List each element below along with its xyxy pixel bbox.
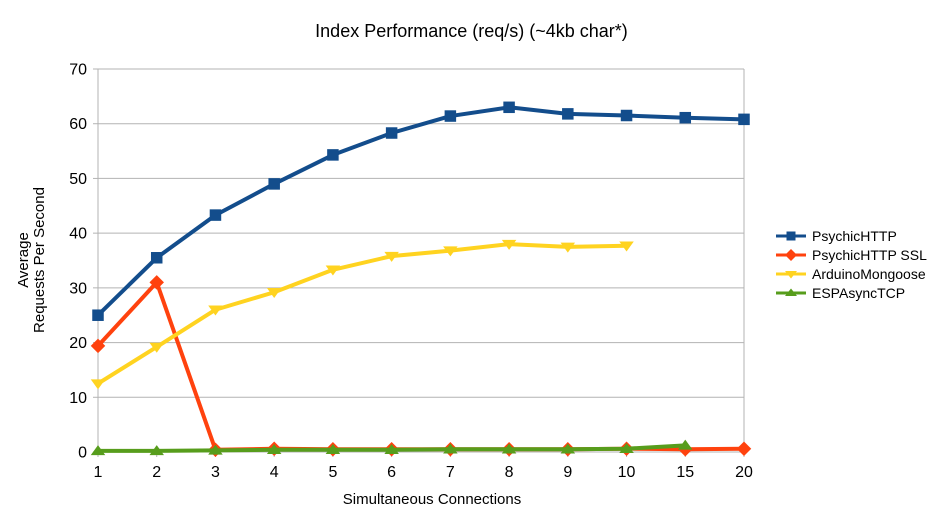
legend-item-espasynctcp: ESPAsyncTCP — [776, 283, 927, 302]
legend-item-psychichttp: PsychicHTTP — [776, 226, 927, 245]
y-axis-title-line2: Requests Per Second — [31, 187, 48, 333]
y-tick-label: 20 — [69, 335, 87, 352]
series-psychichttp-ssl — [90, 275, 752, 458]
data-point-marker — [678, 439, 693, 450]
y-tick-label: 70 — [69, 62, 87, 79]
data-point-marker — [562, 108, 574, 120]
x-tick-label: 2 — [152, 464, 161, 481]
data-point-marker — [619, 442, 634, 453]
data-point-marker — [679, 111, 692, 124]
x-tick-label: 4 — [270, 464, 279, 481]
y-tick-label: 40 — [69, 226, 87, 243]
legend-label: ESPAsyncTCP — [812, 284, 906, 301]
data-point-marker — [384, 251, 399, 262]
data-point-marker — [785, 270, 797, 278]
x-tick-label: 10 — [618, 464, 636, 481]
x-axis-title: Simultaneous Connections — [342, 491, 522, 508]
y-tick-label: 10 — [69, 390, 87, 407]
data-point-marker — [785, 288, 797, 296]
y-tick-label: 50 — [69, 171, 87, 188]
data-point-marker — [736, 441, 752, 456]
data-point-marker — [268, 178, 280, 190]
legend-item-psychichttp-ssl: PsychicHTTP SSL — [776, 245, 927, 264]
data-point-marker — [620, 109, 633, 122]
x-tick-label: 15 — [676, 464, 694, 481]
data-point-marker — [384, 444, 399, 455]
series-line — [96, 280, 745, 452]
legend-swatch — [776, 248, 806, 261]
x-tick-label: 7 — [446, 464, 455, 481]
data-point-marker — [208, 305, 223, 316]
series-psychichttp — [92, 101, 750, 321]
series-line — [96, 242, 627, 386]
y-axis-title-line1: Average — [15, 232, 32, 288]
data-point-marker — [785, 248, 797, 261]
data-point-marker — [385, 127, 398, 139]
data-point-marker — [150, 252, 163, 264]
y-tick-label: 0 — [78, 445, 87, 462]
data-point-marker — [503, 101, 515, 114]
legend: PsychicHTTP PsychicHTTP SSL ArduinoMongoos… — [776, 226, 927, 302]
legend-label: ArduinoMongoose — [812, 265, 926, 282]
data-point-marker — [786, 231, 796, 240]
series-line — [96, 105, 745, 317]
legend-swatch — [776, 288, 806, 296]
legend-label: PsychicHTTP SSL — [812, 246, 927, 263]
data-point-marker — [325, 444, 341, 455]
data-point-marker — [208, 444, 223, 455]
data-point-marker — [501, 443, 517, 454]
data-point-marker — [738, 113, 750, 126]
data-point-marker — [209, 209, 222, 221]
legend-label: PsychicHTTP — [812, 227, 897, 244]
data-point-marker — [327, 149, 339, 161]
legend-item-arduinomongoose: ArduinoMongoose — [776, 264, 927, 283]
data-point-marker — [149, 275, 164, 290]
data-point-marker — [443, 443, 458, 454]
data-point-marker — [325, 265, 341, 276]
data-point-marker — [266, 287, 282, 298]
data-point-marker — [501, 239, 517, 250]
x-tick-label: 9 — [563, 464, 572, 481]
y-axis-title: Average Requests Per Second — [15, 187, 48, 333]
data-point-marker — [560, 242, 576, 253]
data-point-marker — [90, 379, 106, 390]
data-point-marker — [90, 338, 106, 354]
data-point-marker — [444, 110, 457, 122]
x-tick-label: 6 — [387, 464, 396, 481]
data-point-marker — [443, 246, 458, 257]
series-arduinomongoose — [90, 239, 634, 390]
data-point-marker — [92, 309, 104, 321]
legend-swatch — [776, 270, 806, 278]
data-point-marker — [149, 445, 164, 456]
data-point-marker — [149, 342, 164, 353]
x-tick-label: 8 — [505, 464, 514, 481]
data-point-marker — [619, 241, 634, 252]
x-tick-label: 5 — [328, 464, 337, 481]
data-point-marker — [90, 445, 106, 456]
data-point-marker — [266, 444, 282, 455]
series-espasynctcp — [90, 439, 693, 456]
legend-swatch — [776, 231, 806, 240]
chart-title: Index Performance (req/s) (~4kb char*) — [315, 21, 628, 41]
y-tick-label: 60 — [69, 116, 87, 133]
y-tick-label: 30 — [69, 280, 87, 297]
x-tick-label: 1 — [94, 464, 103, 481]
data-point-marker — [560, 443, 576, 454]
x-tick-label: 20 — [735, 464, 753, 481]
x-tick-label: 3 — [211, 464, 220, 481]
